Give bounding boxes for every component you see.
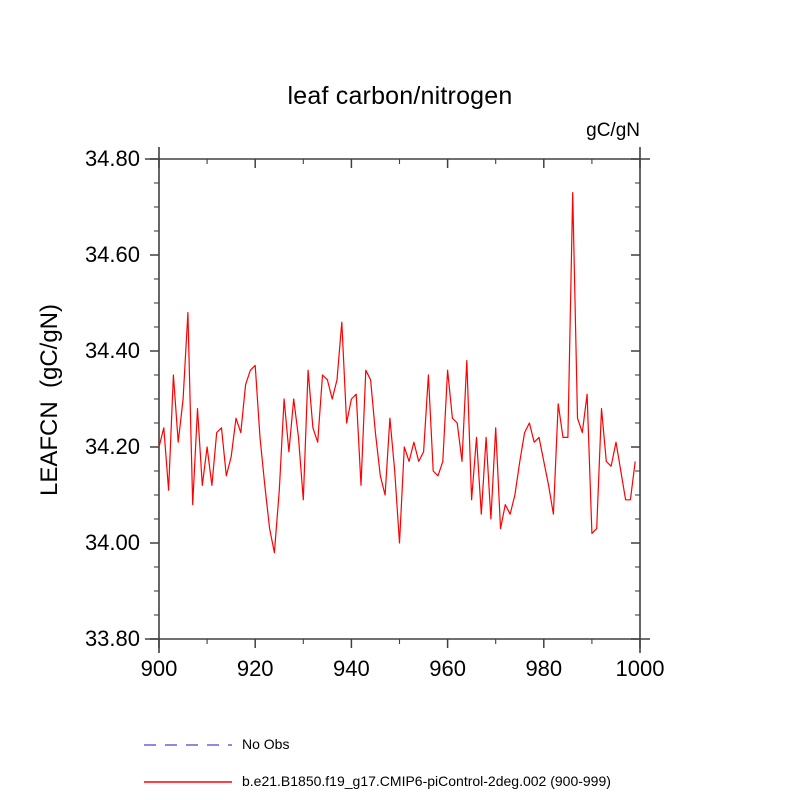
y-tick-label: 34.80	[84, 146, 140, 171]
x-tick-label: 940	[333, 656, 370, 681]
units-label: gC/gN	[586, 120, 640, 141]
x-tick-label: 960	[429, 656, 466, 681]
y-tick-label: 34.00	[84, 530, 140, 555]
x-tick-label: 920	[236, 656, 274, 681]
x-tick-label: 980	[525, 656, 563, 681]
y-tick-label: 34.60	[84, 242, 140, 267]
y-tick-label: 33.80	[84, 626, 140, 651]
x-tick-label: 1000	[615, 656, 665, 681]
x-tick-label: 900	[140, 656, 178, 681]
chart-title: leaf carbon/nitrogen	[287, 82, 513, 110]
data-series-line	[158, 192, 636, 554]
y-tick-label: 34.20	[84, 434, 140, 459]
y-tick-label: 34.40	[84, 338, 140, 363]
